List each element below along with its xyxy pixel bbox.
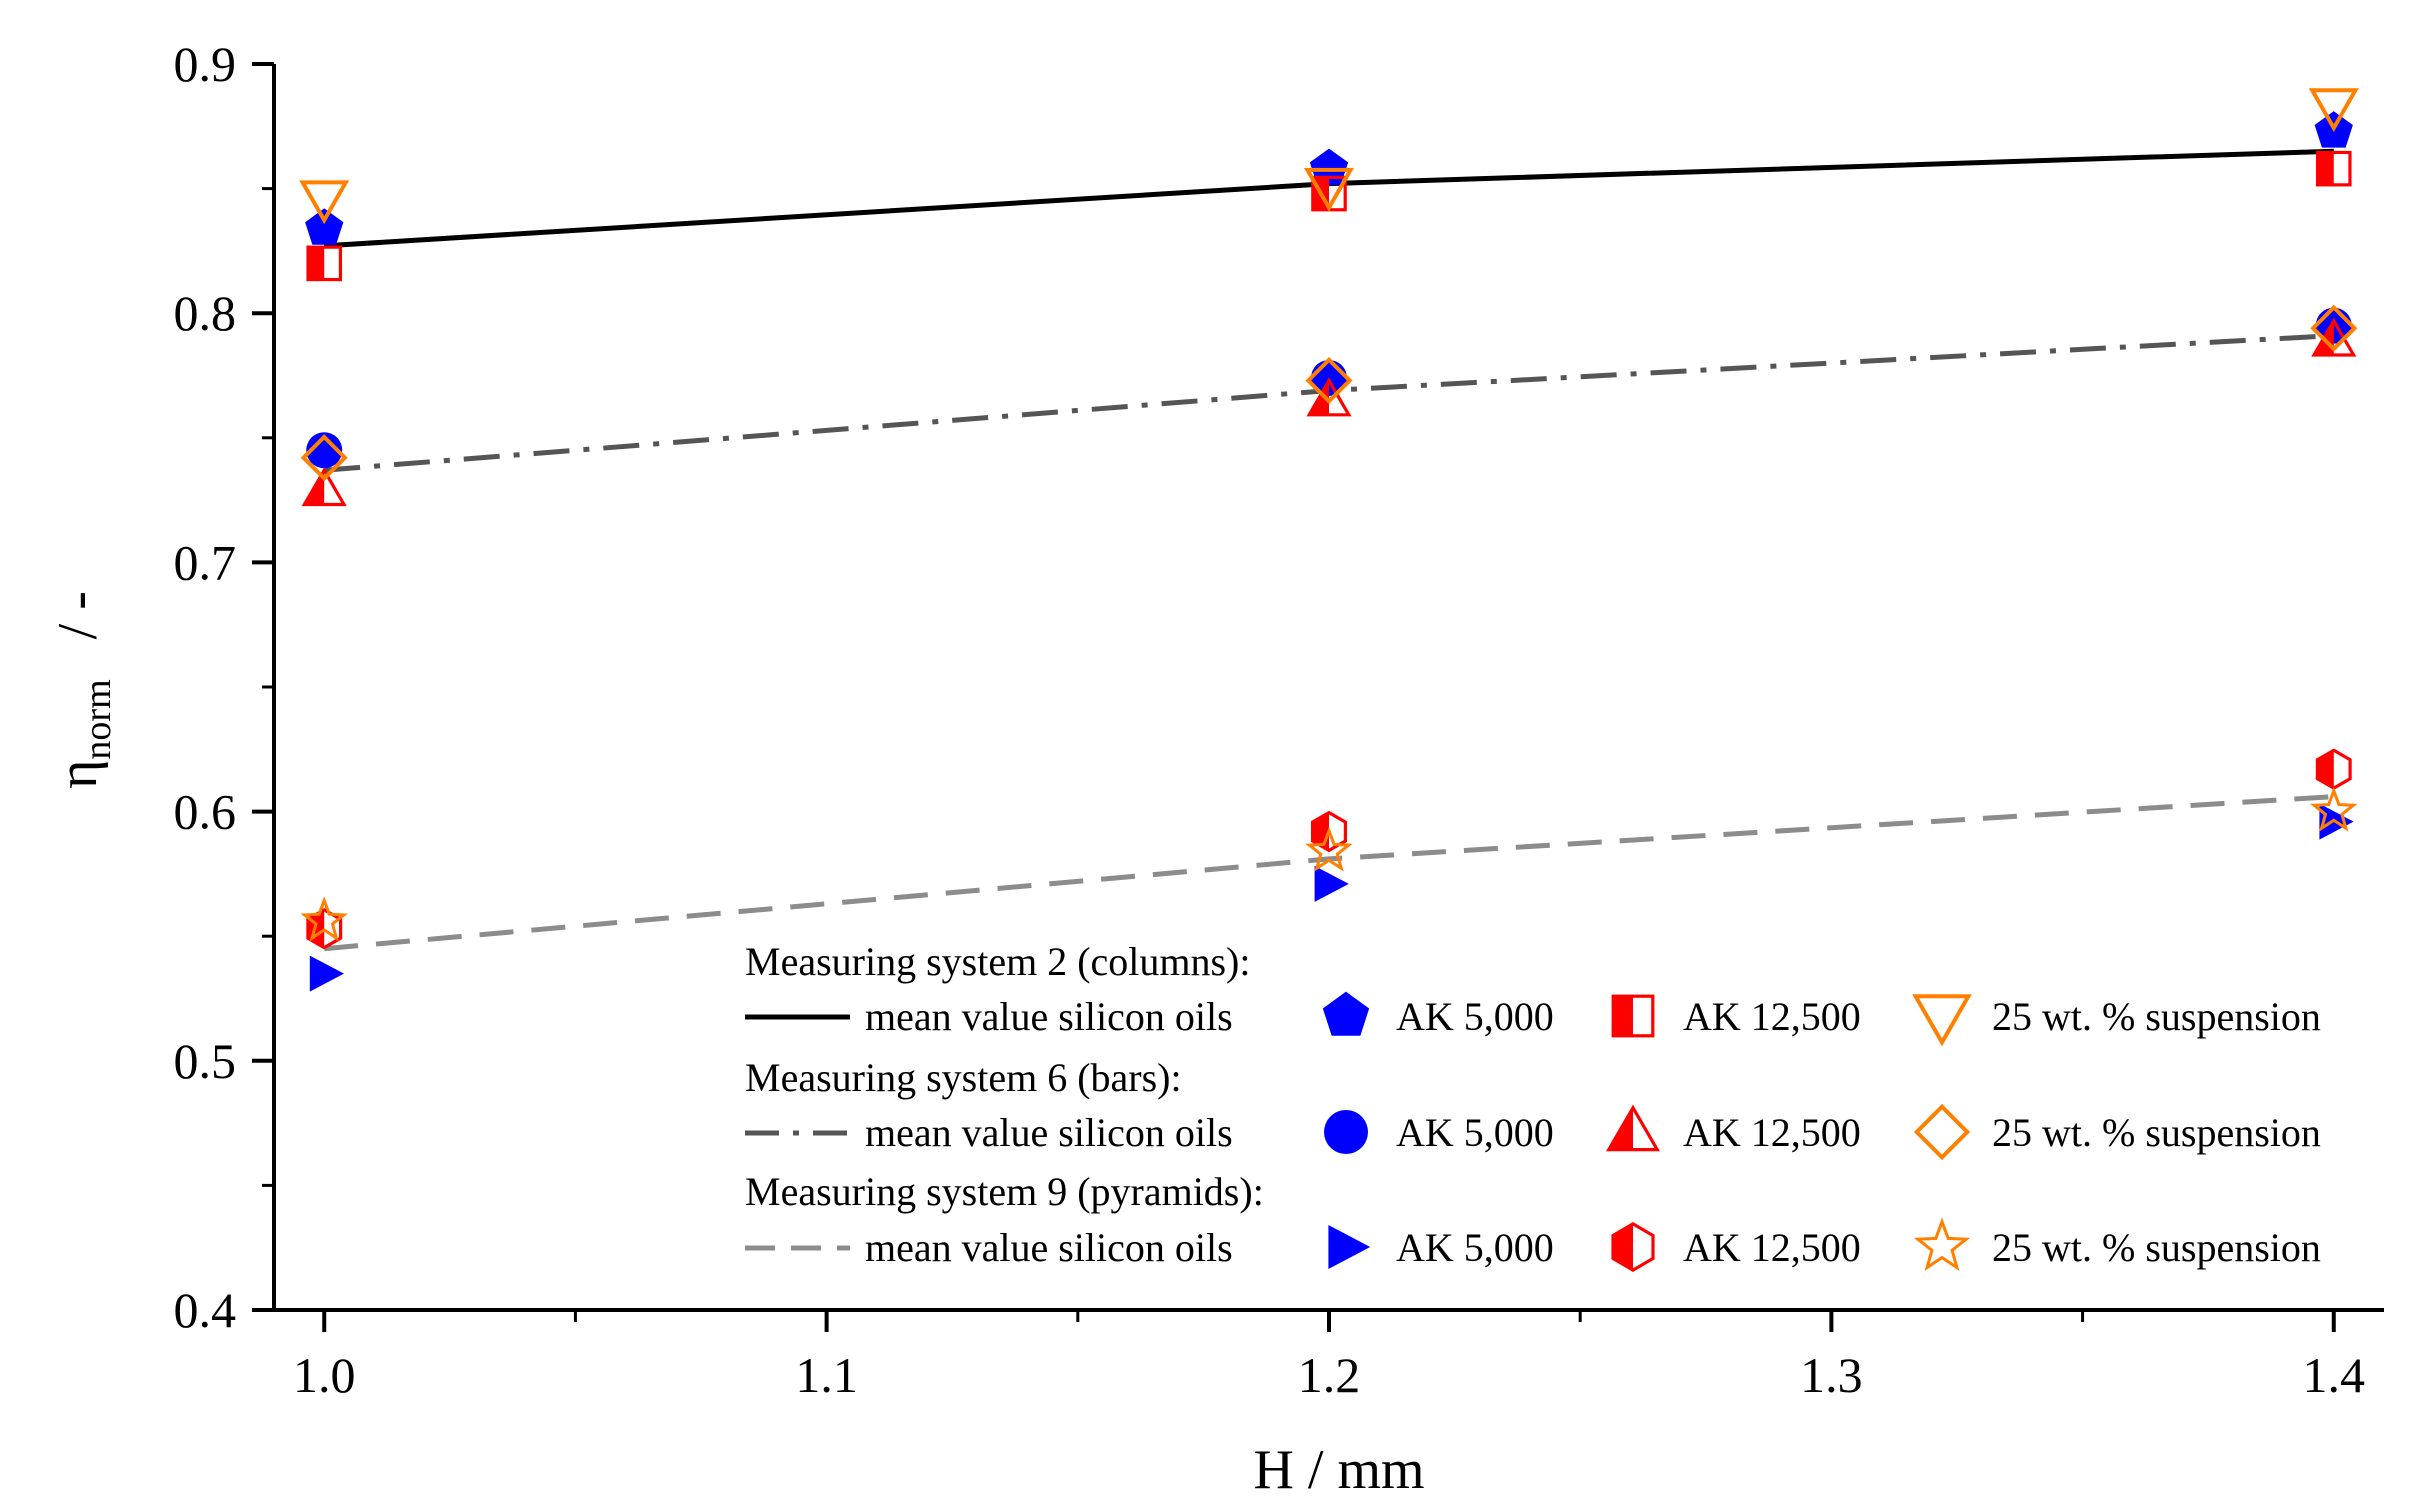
legend-group-title: Measuring system 9 (pyramids): [745, 1169, 1264, 1214]
legend-marker-ak-5-000 [1322, 991, 1370, 1036]
legend-series-label: AK 5,000 [1396, 1225, 1554, 1270]
legend-series-label: AK 12,500 [1683, 1225, 1861, 1270]
legend-marker-ak-12-500 [1611, 1222, 1655, 1272]
point-group-2-25-wt-suspension-2 [2310, 304, 2358, 352]
legend-group-title: Measuring system 6 (bars): [745, 1055, 1182, 1100]
legend-group-title: Measuring system 2 (columns): [745, 939, 1251, 984]
y-axis-symbol: η [47, 760, 109, 789]
legend-line-label: mean value silicon oils [865, 1110, 1233, 1155]
x-tick-label: 1.1 [795, 1347, 858, 1403]
y-axis-unit: / - [47, 591, 109, 639]
legend-marker-25-wt-suspension [1912, 994, 1972, 1047]
point-group-3-25-wt-suspension-0 [300, 896, 348, 942]
legend-marker-ak-12-500 [1606, 1104, 1660, 1152]
y-tick-label: 0.5 [174, 1033, 237, 1089]
legend-series-label: 25 wt. % suspension [1992, 994, 2321, 1039]
legend-line-label: mean value silicon oils [865, 1225, 1233, 1270]
y-axis-subscript: norm [77, 679, 119, 759]
point-group-1-25-wt-suspension-1 [1303, 167, 1355, 212]
point-group-2-25-wt-suspension-0 [300, 434, 348, 482]
legend-marker-25-wt-suspension [1913, 1103, 1971, 1161]
legend-series-label: 25 wt. % suspension [1992, 1110, 2321, 1155]
y-tick-label: 0.9 [174, 36, 237, 92]
y-tick-label: 0.7 [174, 534, 237, 590]
legend-marker-ak-12-500 [1611, 994, 1655, 1038]
x-tick-label: 1.4 [2303, 1347, 2366, 1403]
point-group-1-ak-12-500-0 [306, 245, 343, 282]
y-tick-label: 0.8 [174, 285, 237, 341]
legend-series-label: AK 5,000 [1396, 994, 1554, 1039]
legend-marker-ak-5-000 [1324, 1110, 1368, 1154]
legend-series-label: AK 12,500 [1683, 1110, 1861, 1155]
x-tick-label: 1.2 [1298, 1347, 1361, 1403]
point-group-2-25-wt-suspension-1 [1305, 356, 1353, 405]
legend-series-label: AK 5,000 [1396, 1110, 1554, 1155]
point-group-2-ak-12-500-1 [1306, 377, 1352, 417]
legend-line-label: mean value silicon oils [865, 994, 1233, 1039]
x-axis-title: H / mm [1253, 1439, 1424, 1501]
point-group-1-ak-12-500-2 [2315, 150, 2352, 187]
point-group-1-25-wt-suspension-0 [299, 180, 350, 225]
point-group-1-25-wt-suspension-2 [2308, 88, 2359, 133]
legend-marker-ak-5-000 [1328, 1225, 1371, 1269]
y-axis-title: ηnorm / - [47, 591, 119, 789]
legend-marker-25-wt-suspension [1913, 1217, 1971, 1271]
legend-series-label: 25 wt. % suspension [1992, 1225, 2321, 1270]
y-tick-label: 0.6 [174, 784, 237, 840]
point-group-3-25-wt-suspension-1 [1305, 826, 1353, 872]
x-tick-label: 1.3 [1800, 1347, 1863, 1403]
point-group-3-ak-5-000-0 [309, 955, 344, 992]
x-tick-label: 1.0 [293, 1347, 356, 1403]
y-tick-label: 0.4 [174, 1282, 237, 1338]
point-group-1-ak-5-000-0 [305, 208, 344, 245]
point-group-3-25-wt-suspension-2 [2310, 786, 2358, 832]
point-group-2-ak-5-000-0 [306, 432, 343, 469]
legend-series-label: AK 12,500 [1683, 994, 1861, 1039]
point-group-3-ak-5-000-1 [1314, 865, 1349, 902]
point-group-2-ak-12-500-0 [301, 467, 347, 507]
